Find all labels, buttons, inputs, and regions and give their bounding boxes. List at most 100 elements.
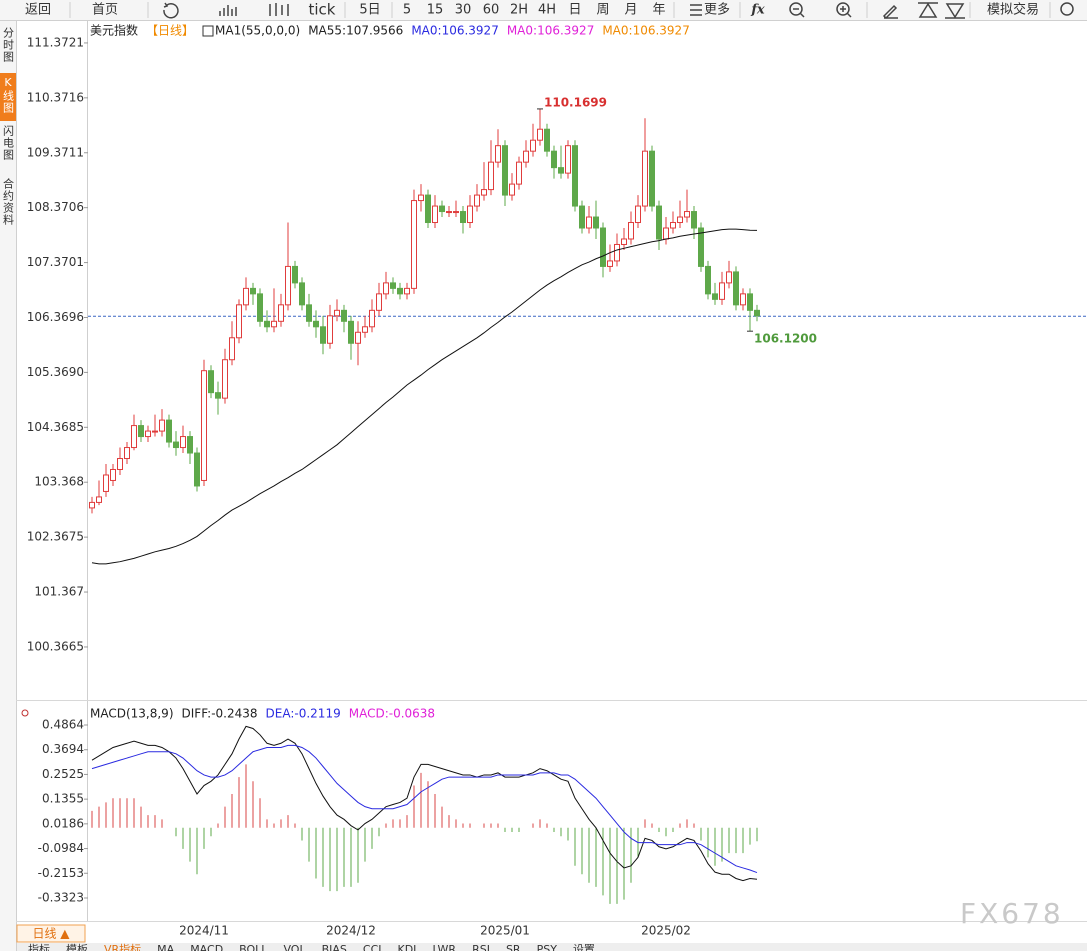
toolbar-item[interactable]: 模拟交易: [987, 2, 1039, 18]
candle-body: [257, 293, 263, 322]
toolbar-item[interactable]: 更多: [704, 2, 730, 18]
candle-body: [152, 430, 158, 433]
candle-body: [614, 243, 620, 262]
candle-body: [271, 320, 277, 328]
candle-body: [593, 216, 599, 229]
toolbar-item[interactable]: 4H: [538, 3, 556, 18]
candle-body: [376, 293, 382, 311]
toolbar-item[interactable]: 年: [652, 3, 665, 18]
candle-body: [187, 436, 193, 454]
down-icon[interactable]: [945, 3, 965, 19]
side-tab[interactable]: 闪电图: [2, 124, 15, 161]
toolbar-item[interactable]: 月: [624, 3, 637, 18]
bottom-tab[interactable]: VR指标: [104, 942, 141, 951]
bottom-tab[interactable]: 模板: [66, 942, 88, 951]
bottom-tab[interactable]: KDJ: [398, 943, 417, 951]
candle-body: [383, 282, 389, 295]
candle-body: [691, 211, 697, 229]
toolbar-item[interactable]: 5日: [359, 3, 380, 18]
candle-body: [89, 501, 95, 509]
candle-body: [327, 315, 333, 344]
bottom-tab[interactable]: SR: [506, 943, 521, 951]
misc-icon[interactable]: [1060, 2, 1074, 16]
macd-settings-icon[interactable]: [21, 709, 29, 717]
toolbar-item[interactable]: 5: [403, 3, 411, 18]
bottom-tab[interactable]: MA: [157, 943, 174, 951]
candle-body: [425, 194, 431, 224]
y-tick-label: 0.4864: [42, 718, 84, 732]
side-tab[interactable]: 分时图: [2, 27, 15, 63]
candle-body: [138, 425, 144, 438]
candle-body: [740, 293, 746, 306]
zoom-in-icon[interactable]: [836, 2, 850, 16]
bottom-tab[interactable]: PSY: [537, 943, 558, 951]
bottom-tab[interactable]: 设置: [573, 943, 595, 951]
bottom-tab[interactable]: BIAS: [322, 943, 347, 951]
candle-body: [649, 150, 655, 207]
bottom-tab[interactable]: RSI: [472, 943, 490, 951]
more-icon[interactable]: [690, 4, 702, 16]
zoom-out-icon[interactable]: [789, 2, 803, 16]
bottom-tab[interactable]: LWR: [432, 943, 456, 951]
candle-body: [467, 205, 473, 224]
candles-icon[interactable]: [269, 3, 289, 16]
legend-item: MACD:-0.0638: [349, 707, 435, 721]
candle-body: [565, 145, 571, 174]
toolbar-item[interactable]: 30: [455, 3, 472, 18]
candle-body: [530, 139, 536, 152]
bottom-tab[interactable]: VOL: [283, 943, 306, 951]
refresh-icon[interactable]: [163, 2, 179, 19]
up-icon[interactable]: [918, 2, 938, 18]
candle-body: [362, 326, 368, 333]
x-tick-label: 2024/11: [179, 924, 229, 938]
toolbar-item[interactable]: tick: [309, 1, 336, 19]
y-tick-label: 104.3685: [27, 420, 84, 434]
candle-body: [544, 128, 550, 152]
annotation: 110.1699: [544, 95, 607, 109]
candle-body: [355, 331, 361, 344]
toolbar-item[interactable]: 60: [483, 3, 500, 18]
toolbar-separators: [69, 2, 1051, 18]
y-tick-label: 110.3716: [27, 90, 84, 104]
bottom-tab[interactable]: MACD: [190, 943, 223, 951]
legend-icon[interactable]: [202, 25, 214, 37]
y-tick-label: 0.1355: [42, 792, 84, 806]
toolbar: [0, 0, 1087, 20]
candle-body: [572, 145, 578, 207]
bars-icon[interactable]: [219, 5, 237, 16]
bottom-tab[interactable]: CCI: [363, 943, 382, 951]
legend-item: MA55:107.9566: [308, 24, 403, 38]
legend-item: 美元指数: [90, 23, 138, 38]
toolbar-item[interactable]: 返回: [25, 3, 51, 18]
candle-body: [726, 271, 732, 284]
y-tick-label: 109.3711: [27, 145, 84, 159]
period-button[interactable]: 日线 ▲: [32, 927, 70, 941]
pen-icon[interactable]: [882, 4, 898, 20]
toolbar-item[interactable]: fx: [750, 3, 765, 18]
side-tab[interactable]: K线图: [2, 76, 15, 114]
toolbar-item[interactable]: 首页: [92, 3, 118, 18]
bottom-tab[interactable]: BOLL: [239, 943, 268, 951]
toolbar-item[interactable]: 2H: [510, 3, 528, 18]
candle-body: [159, 419, 165, 432]
candle-body: [341, 309, 347, 322]
bottom-tab[interactable]: 指标: [28, 942, 50, 951]
toolbar-item[interactable]: 日: [568, 3, 581, 18]
toolbar-item[interactable]: 15: [427, 3, 444, 18]
candle-body: [656, 205, 662, 240]
candle-body: [117, 458, 123, 470]
candle-body: [551, 150, 557, 169]
candle-body: [173, 441, 179, 449]
candle-body: [103, 474, 109, 492]
candle-body: [586, 216, 592, 229]
annotation: 106.1200: [754, 332, 817, 346]
candle-body: [558, 167, 564, 174]
y-tick-label: 0.0186: [42, 816, 84, 830]
candle-body: [131, 425, 137, 449]
toolbar-item[interactable]: 周: [596, 3, 609, 18]
side-tab[interactable]: 合约资料: [2, 177, 15, 226]
macd-line: [91, 744, 758, 874]
candle-body: [236, 304, 242, 339]
period-button-bg[interactable]: [16, 924, 86, 943]
candle-body: [628, 222, 634, 240]
